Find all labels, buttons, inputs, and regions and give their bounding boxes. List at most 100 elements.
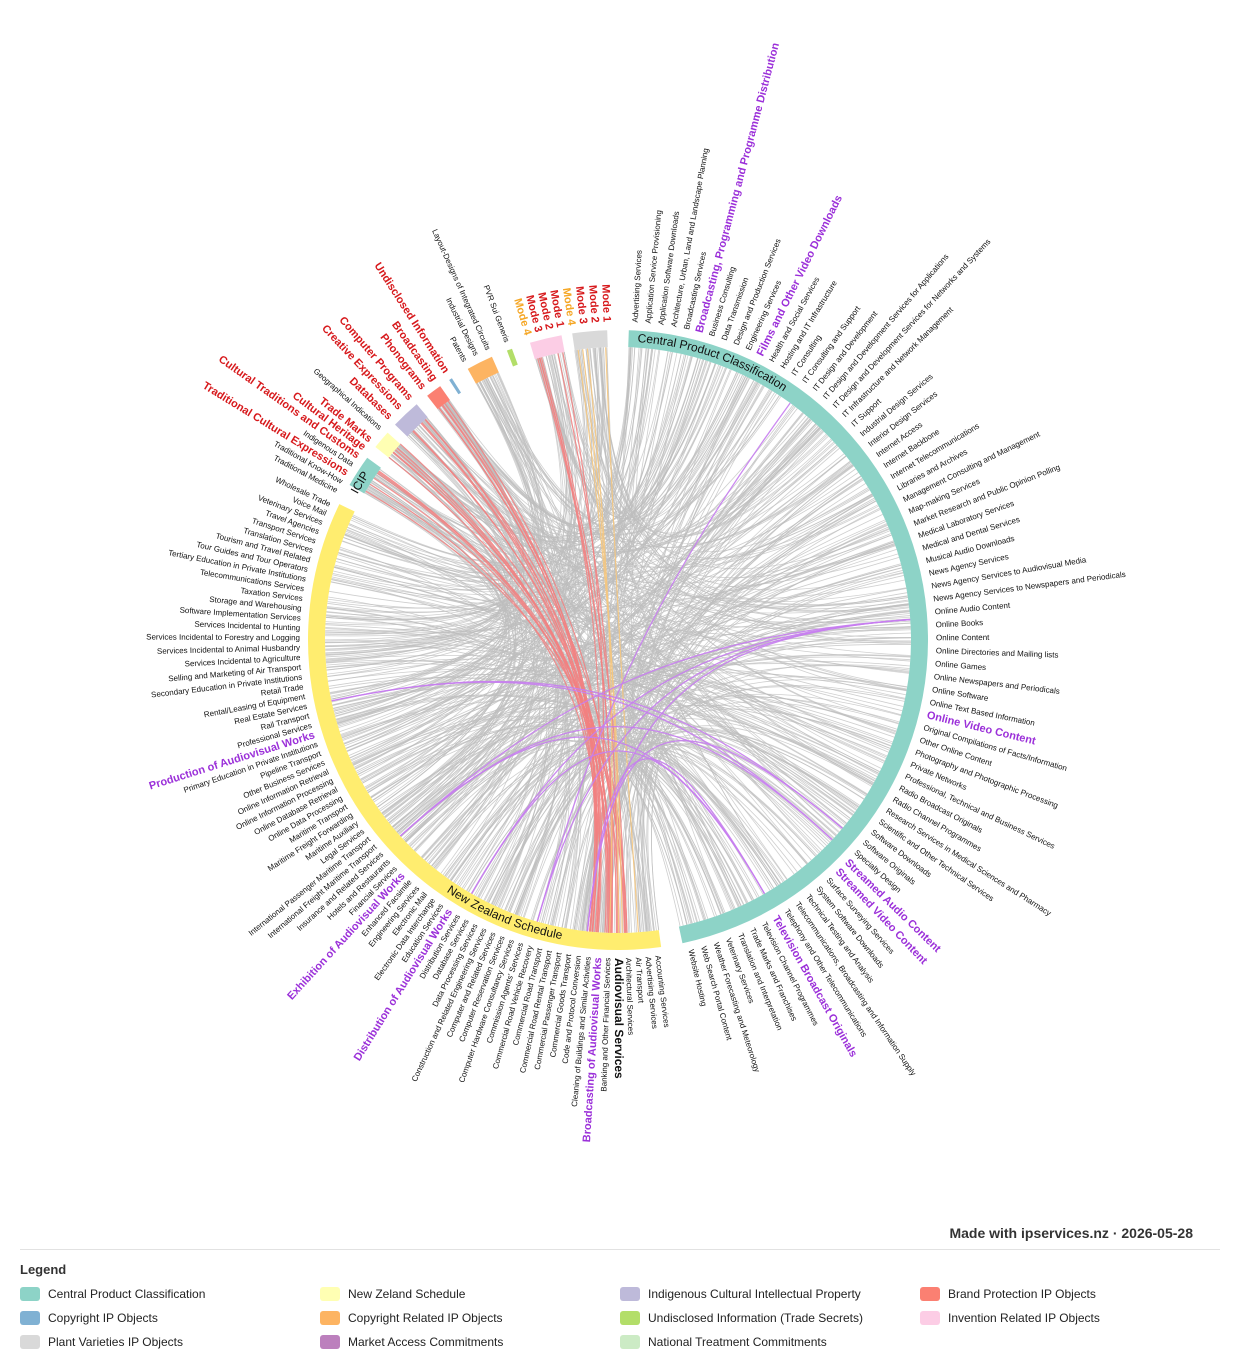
chord-link bbox=[350, 376, 746, 761]
chord-link bbox=[399, 356, 691, 539]
chord-link bbox=[371, 481, 515, 825]
legend-swatch bbox=[320, 1335, 340, 1349]
chord-link bbox=[387, 418, 527, 822]
audiovisual-link bbox=[399, 618, 911, 837]
legend-label: Plant Varieties IP Objects bbox=[48, 1335, 183, 1349]
chord-link bbox=[553, 354, 742, 907]
ip-link bbox=[557, 353, 619, 934]
chord-link bbox=[372, 357, 565, 801]
chord-link bbox=[334, 564, 911, 642]
legend-label: Undisclosed Information (Trade Secrets) bbox=[648, 1311, 863, 1325]
legend-swatch bbox=[20, 1311, 40, 1325]
chord-link bbox=[325, 349, 588, 621]
chord-link bbox=[564, 385, 764, 929]
chord-link bbox=[442, 427, 821, 876]
legend-item: New Zeland Schedule bbox=[320, 1286, 465, 1302]
legend-item: Invention Related IP Objects bbox=[920, 1310, 1100, 1326]
chord-link bbox=[391, 644, 911, 827]
chord-link bbox=[381, 347, 599, 814]
chord-link bbox=[486, 377, 911, 621]
chord-link bbox=[593, 347, 911, 624]
chord-link bbox=[368, 485, 582, 930]
chord-link bbox=[577, 349, 725, 914]
chord-link bbox=[573, 748, 817, 930]
chord-links bbox=[324, 347, 911, 934]
chord-link bbox=[365, 480, 510, 790]
ip-group-arc bbox=[529, 335, 565, 360]
node-label: Air Transport bbox=[634, 957, 646, 1004]
legend-item: Undisclosed Information (Trade Secrets) bbox=[620, 1310, 863, 1326]
chord-link bbox=[557, 353, 835, 538]
chord-link bbox=[589, 348, 854, 545]
mode-link bbox=[586, 348, 613, 933]
node-label: Online Audio Content bbox=[934, 601, 1011, 617]
chord-link bbox=[449, 400, 908, 607]
chord-link bbox=[384, 349, 588, 818]
legend-swatch bbox=[620, 1335, 640, 1349]
legend-label: Invention Related IP Objects bbox=[948, 1311, 1100, 1325]
legend-item: Brand Protection IP Objects bbox=[920, 1286, 1096, 1302]
ip-group-arc bbox=[375, 432, 401, 458]
chord-link bbox=[579, 349, 836, 538]
ip-link bbox=[421, 422, 611, 933]
ip-group-arc bbox=[467, 356, 499, 384]
chord-link bbox=[535, 358, 820, 854]
chord-link bbox=[547, 350, 595, 925]
node-label: Architectural Services bbox=[624, 958, 635, 1036]
node-label: Banking and Other Financial Services bbox=[599, 958, 612, 1092]
ip-group-arc bbox=[395, 404, 428, 437]
ip-link bbox=[540, 357, 627, 933]
chord-link bbox=[332, 389, 771, 706]
chord-link bbox=[434, 354, 575, 870]
chord-link bbox=[398, 347, 601, 835]
chord-link bbox=[562, 352, 907, 690]
chord-link bbox=[481, 380, 896, 579]
chord-link bbox=[334, 455, 847, 714]
legend-item: Plant Varieties IP Objects bbox=[20, 1334, 183, 1350]
legend-swatch bbox=[620, 1311, 640, 1325]
legend-swatch bbox=[320, 1287, 340, 1301]
legend-label: National Treatment Commitments bbox=[648, 1335, 827, 1349]
ip-group-arc bbox=[506, 348, 518, 367]
nz-group-arc bbox=[308, 504, 662, 950]
chord-link bbox=[424, 439, 833, 861]
chord-link bbox=[330, 581, 889, 753]
legend-title: Legend bbox=[20, 1262, 67, 1277]
chord-link bbox=[335, 347, 605, 721]
chord-link bbox=[476, 383, 882, 769]
ip-group-arc bbox=[572, 330, 608, 351]
chord-link bbox=[325, 349, 585, 663]
legend-label: Indigenous Cultural Intellectual Propert… bbox=[648, 1287, 861, 1301]
node-label: Online Games bbox=[935, 659, 987, 672]
chord-link bbox=[575, 350, 823, 534]
footer-divider bbox=[20, 1249, 1220, 1250]
mode-link bbox=[577, 349, 623, 933]
chord-link bbox=[331, 489, 870, 602]
legend-label: Brand Protection IP Objects bbox=[948, 1287, 1096, 1301]
chord-link bbox=[352, 355, 568, 564]
chord-link bbox=[364, 491, 885, 764]
chord-link bbox=[326, 373, 542, 617]
legend-label: New Zeland Schedule bbox=[348, 1287, 466, 1301]
chord-link bbox=[581, 347, 608, 931]
chord-link bbox=[378, 716, 850, 821]
chord-link bbox=[354, 373, 545, 769]
node-label: News Agency Services to Newspapers and P… bbox=[933, 570, 1126, 604]
legend-item: Market Access Commitments bbox=[320, 1334, 503, 1350]
legend-swatch bbox=[20, 1287, 40, 1301]
legend-item: Copyright Related IP Objects bbox=[320, 1310, 503, 1326]
node-label: Services Incidental to Forestry and Logg… bbox=[146, 633, 300, 643]
chord-link bbox=[598, 347, 781, 885]
chord-link bbox=[410, 432, 907, 691]
audiovisual-link bbox=[470, 618, 911, 895]
chord-link bbox=[325, 376, 540, 632]
chord-link bbox=[414, 413, 805, 852]
chord-link bbox=[600, 347, 750, 520]
audiovisual-link bbox=[536, 402, 791, 922]
chord-link bbox=[445, 704, 892, 878]
ip-group-arc bbox=[449, 378, 462, 395]
node-label: Online Content bbox=[936, 633, 990, 642]
legend-swatch bbox=[920, 1287, 940, 1301]
chord-link bbox=[445, 402, 855, 814]
